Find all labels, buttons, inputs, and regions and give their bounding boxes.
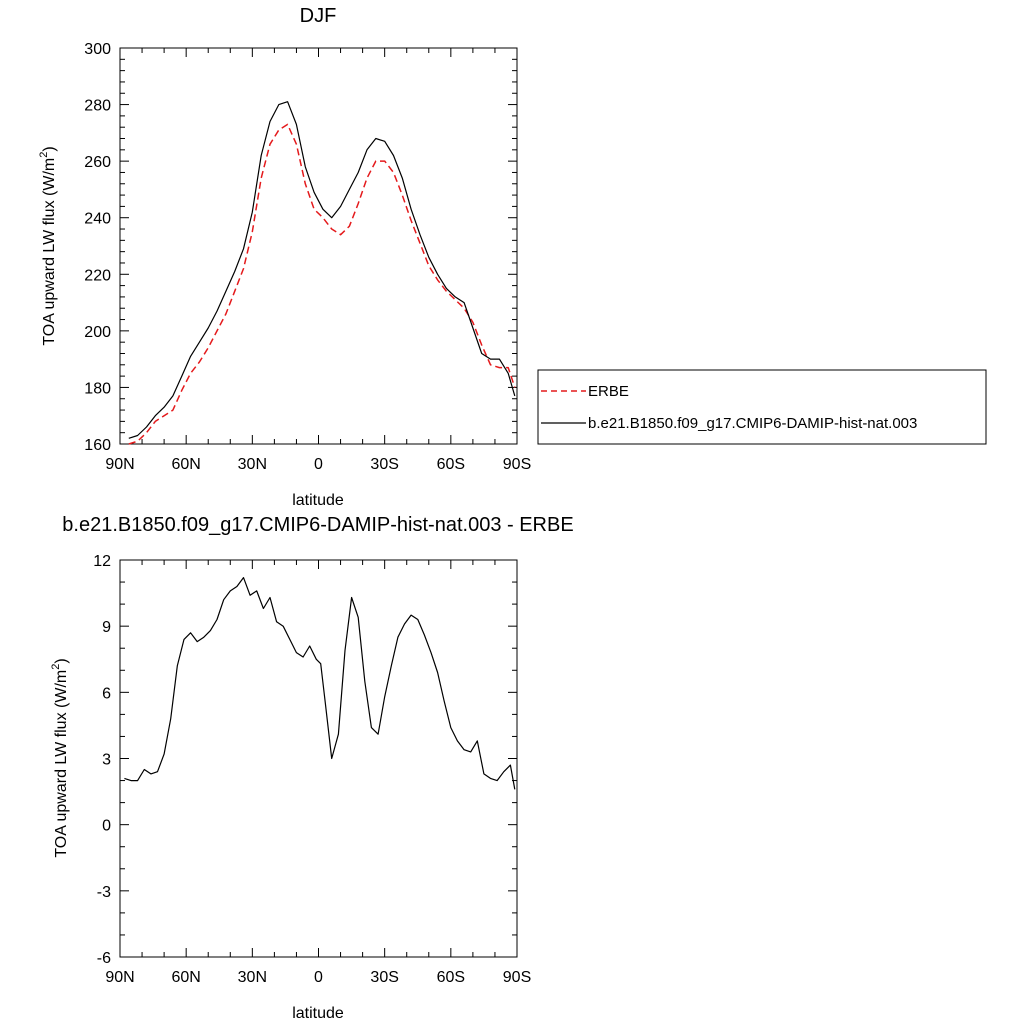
y-tick-label: 200 <box>84 324 111 341</box>
y-tick-label: 260 <box>84 154 111 171</box>
legend-box <box>537 369 987 445</box>
tick-marks <box>119 47 518 445</box>
x-axis-label: latitude <box>292 1005 344 1022</box>
series-lines <box>124 576 516 790</box>
x-tick-label: 60S <box>437 969 465 986</box>
tick-marks <box>119 559 518 958</box>
x-tick-label: 30N <box>238 969 267 986</box>
y-tick-label: 3 <box>102 752 111 769</box>
y-axis-label: TOA upward LW flux (W/m2) <box>50 658 70 857</box>
y-tick-label: 180 <box>84 380 111 397</box>
chart-djf: DJF 160 180 200 220 240 260 280 300 90N 60N 30N 0 3… <box>38 5 987 509</box>
x-tick-label: 90S <box>503 456 531 473</box>
series-line-1 <box>128 101 516 439</box>
y-tick-label: 0 <box>102 818 111 835</box>
x-tick-label: 30S <box>370 969 398 986</box>
legend-label-erbe: ERBE <box>588 383 629 400</box>
x-tick-label: 90N <box>105 969 134 986</box>
x-tick-label: 60S <box>437 456 465 473</box>
plot-frame <box>119 47 518 445</box>
chart-difference: b.e21.B1850.f09_g17.CMIP6-DAMIP-hist-nat… <box>50 514 574 1022</box>
y-axis-label: TOA upward LW flux (W/m2) <box>38 146 58 345</box>
x-axis-label: latitude <box>292 492 344 509</box>
chart-title: DJF <box>300 5 337 27</box>
y-tick-label: 280 <box>84 98 111 115</box>
x-tick-label: 30N <box>238 456 267 473</box>
y-axis-label-end: ) <box>41 146 58 151</box>
y-axis-label-superscript: 2 <box>50 664 62 670</box>
y-tick-label: 9 <box>102 619 111 636</box>
legend-label-model: b.e21.B1850.f09_g17.CMIP6-DAMIP-hist-nat… <box>588 415 917 432</box>
plot-frame <box>119 559 518 958</box>
series-lines <box>128 101 516 445</box>
y-tick-label: 6 <box>102 685 111 702</box>
series-line-0 <box>124 576 516 790</box>
y-tick-labels: -6 -3 0 3 6 9 12 <box>93 553 111 967</box>
chart-title: b.e21.B1850.f09_g17.CMIP6-DAMIP-hist-nat… <box>62 514 573 536</box>
y-axis-label-text: TOA upward LW flux (W/m <box>41 158 58 346</box>
y-tick-label: 300 <box>84 41 111 58</box>
y-tick-label: -6 <box>97 950 111 967</box>
y-tick-label: -3 <box>97 884 111 901</box>
x-tick-label: 90S <box>503 969 531 986</box>
y-axis-label-superscript: 2 <box>38 152 50 158</box>
x-tick-label: 0 <box>314 969 323 986</box>
y-tick-label: 160 <box>84 437 111 454</box>
y-axis-label-end: ) <box>53 658 70 663</box>
x-tick-label: 0 <box>314 456 323 473</box>
legend: ERBE b.e21.B1850.f09_g17.CMIP6-DAMIP-his… <box>537 369 987 445</box>
x-tick-label: 60N <box>171 456 200 473</box>
y-tick-label: 220 <box>84 267 111 284</box>
y-tick-label: 240 <box>84 211 111 228</box>
x-tick-label: 90N <box>105 456 134 473</box>
y-axis-label-text: TOA upward LW flux (W/m <box>53 670 70 858</box>
x-tick-labels: 90N 60N 30N 0 30S 60S 90S <box>105 969 531 986</box>
y-tick-label: 12 <box>93 553 111 570</box>
x-tick-label: 60N <box>171 969 200 986</box>
y-tick-labels: 160 180 200 220 240 260 280 300 <box>84 41 111 454</box>
x-tick-label: 30S <box>370 456 398 473</box>
x-tick-labels: 90N 60N 30N 0 30S 60S 90S <box>105 456 531 473</box>
series-line-0 <box>128 123 516 445</box>
